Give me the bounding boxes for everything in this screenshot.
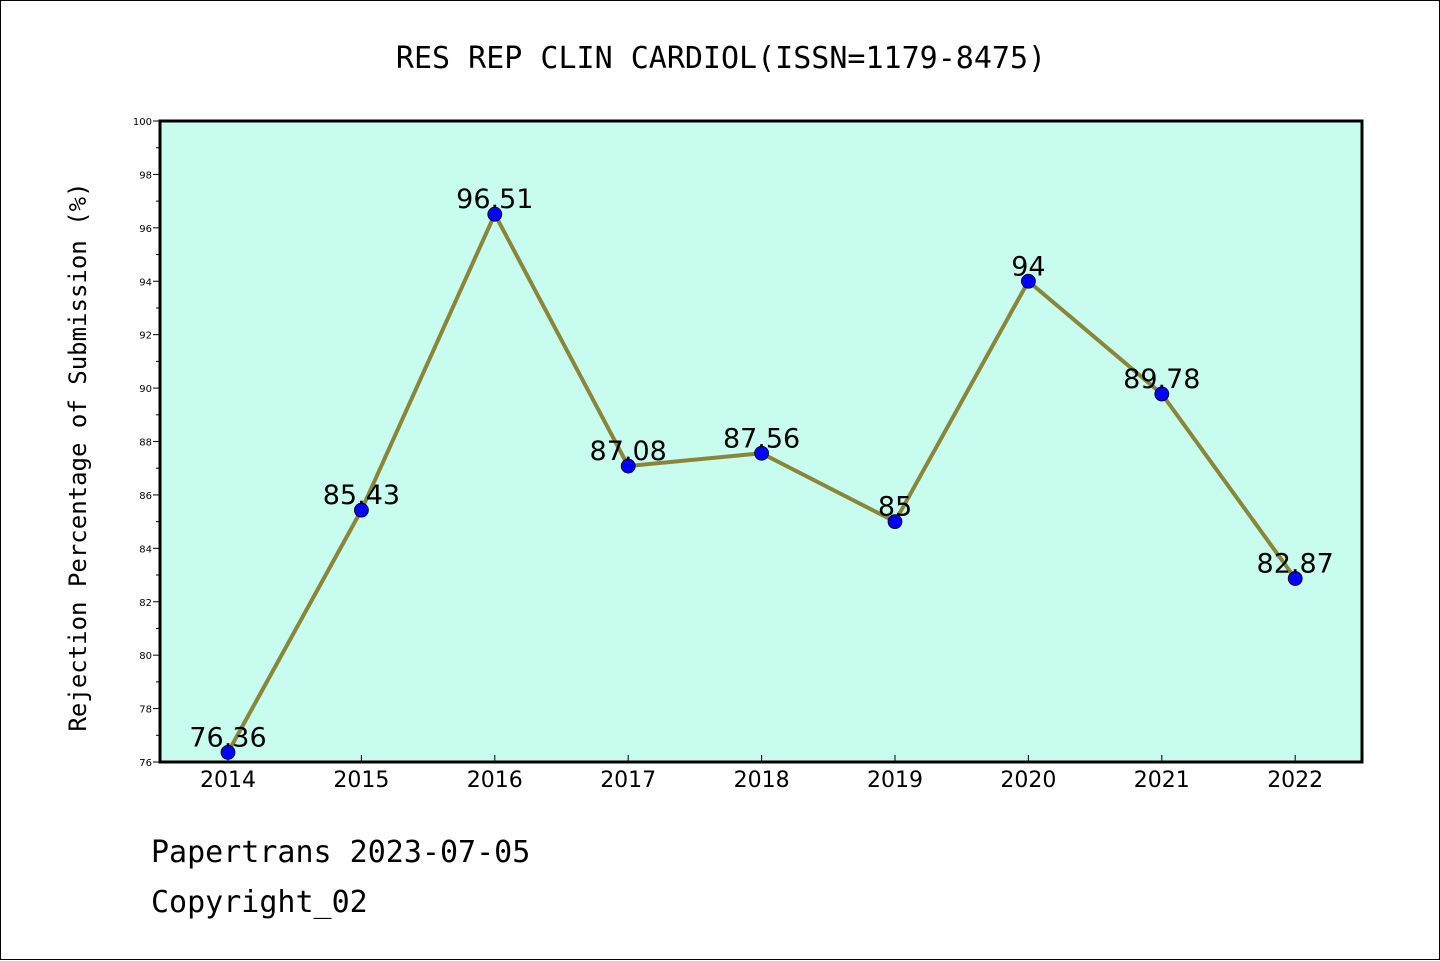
y-tick-label: 78	[139, 705, 152, 716]
data-point	[887, 514, 903, 530]
data-label: 94	[1011, 251, 1045, 282]
x-tick-label: 2016	[467, 768, 523, 793]
y-tick-label: 86	[139, 491, 152, 502]
data-labels: 76.36 85.43 96.51 87.08 87.56 85 94 89.78 82.87	[189, 184, 1333, 753]
data-point	[620, 458, 636, 474]
x-tick-label: 2019	[867, 768, 923, 793]
data-label: 85.43	[323, 480, 400, 511]
plot-area	[158, 119, 1364, 764]
x-tick-label: 2022	[1267, 768, 1323, 793]
y-tick-label: 92	[139, 331, 152, 342]
x-axis-ticks: 2014 2015 2016 2017 2018 2019 2020 2021 2022	[200, 755, 1323, 793]
data-point	[1021, 273, 1036, 289]
y-tick-label: 82	[139, 598, 152, 609]
data-label: 87.08	[590, 436, 667, 467]
x-tick-label: 2014	[200, 768, 256, 793]
y-tick-label: 96	[139, 224, 152, 235]
x-tick-label: 2020	[1000, 768, 1056, 793]
x-tick-label: 2018	[734, 768, 790, 793]
data-label: 76.36	[189, 722, 266, 753]
y-tick-label: 94	[139, 277, 152, 288]
x-tick-label: 2021	[1134, 768, 1190, 793]
data-point	[1154, 386, 1170, 402]
data-label: 82.87	[1257, 549, 1334, 580]
y-tick-label: 84	[139, 544, 152, 555]
data-markers	[220, 206, 1303, 760]
y-tick-label: 88	[139, 438, 152, 449]
data-point	[754, 445, 769, 461]
data-point	[487, 206, 503, 222]
data-label: 96.51	[456, 184, 533, 215]
y-axis-ticks: 76 78 80 82 84 86 88 90 92 94 96 98 100	[133, 117, 160, 769]
x-tick-label: 2017	[600, 768, 656, 793]
y-tick-label: 100	[133, 117, 152, 128]
y-axis-label: Rejection Percentage of Submission (%)	[64, 182, 92, 731]
data-label: 87.56	[723, 423, 800, 454]
y-tick-label: 76	[139, 758, 152, 769]
y-tick-label: 90	[139, 384, 152, 395]
data-point	[220, 744, 236, 760]
y-tick-label: 80	[139, 651, 152, 662]
chart-title: RES REP CLIN CARDIOL(ISSN=1179-8475)	[396, 41, 1046, 76]
data-label: 89.78	[1123, 364, 1200, 395]
x-tick-label: 2015	[333, 768, 389, 793]
data-point	[353, 502, 369, 518]
y-tick-label: 98	[139, 170, 152, 181]
data-label: 85	[878, 492, 912, 523]
data-point	[1287, 571, 1303, 586]
footer-copyright-text: Copyright_02	[151, 885, 368, 920]
footer-date-text: Papertrans 2023-07-05	[151, 835, 531, 870]
